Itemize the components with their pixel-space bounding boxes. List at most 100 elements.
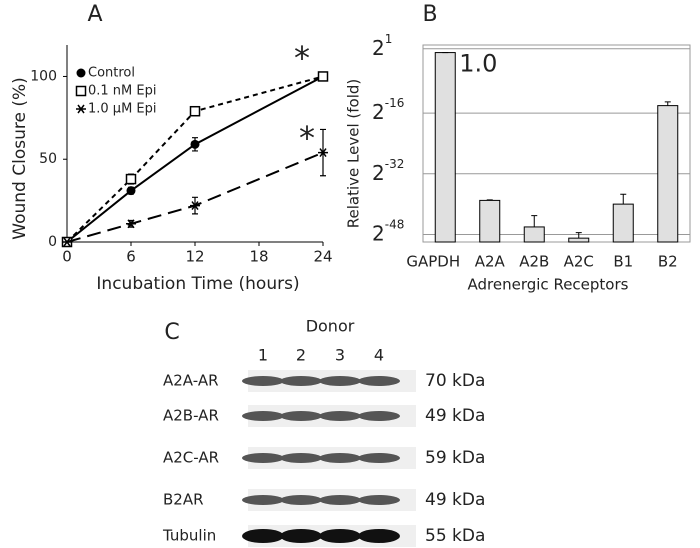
band (319, 529, 361, 543)
point (317, 71, 329, 82)
band (280, 376, 322, 386)
y-tick-label: 2-48 (372, 217, 404, 245)
bar (657, 105, 679, 243)
band (319, 495, 361, 505)
point (126, 219, 136, 229)
y-tick-base: 2 (372, 160, 385, 184)
y-axis-label: Relative Level (fold) (345, 79, 363, 228)
band (280, 495, 322, 505)
legend-label: 1.0 µM Epi (88, 102, 157, 117)
x-tick-label: 12 (185, 248, 204, 266)
point (126, 186, 136, 196)
lane-label: 4 (374, 346, 384, 365)
band (358, 376, 400, 386)
legend-marker (76, 104, 86, 114)
y-tick-label: 100 (30, 68, 57, 84)
band (358, 453, 400, 463)
x-tick-label: A2C (564, 253, 594, 271)
y-tick-base: 2 (372, 221, 385, 245)
value-label: 1.0 (459, 50, 497, 78)
y-tick-label: 21 (372, 31, 392, 59)
band (280, 411, 322, 421)
x-tick-label: A2B (519, 253, 549, 271)
error-bar (575, 232, 582, 239)
point (125, 173, 137, 185)
bar (479, 199, 501, 243)
line (66, 75, 324, 243)
blot-title: Donor (306, 317, 355, 336)
x-axis-label: Adrenergic Receptors (468, 276, 629, 294)
band (242, 495, 284, 505)
band (242, 529, 284, 543)
band (358, 529, 400, 543)
point (189, 105, 201, 117)
x-tick-label: 18 (249, 248, 268, 266)
series (62, 128, 328, 247)
size-label: 55 kDa (425, 526, 485, 546)
lane-label: 2 (296, 346, 306, 365)
y-tick-label: 0 (48, 234, 57, 250)
band (319, 411, 361, 421)
band (280, 453, 322, 463)
band (319, 453, 361, 463)
band (242, 376, 284, 386)
x-tick-label: 24 (313, 248, 332, 266)
row-label: B2AR (163, 491, 204, 509)
x-tick-label: A2A (475, 253, 506, 271)
lane-label: 3 (335, 346, 345, 365)
annotation: * (299, 119, 315, 157)
row-label: A2C-AR (163, 449, 219, 467)
point (318, 148, 328, 158)
size-label: 59 kDa (425, 448, 485, 468)
y-tick-exponent: -48 (385, 217, 405, 231)
x-tick-label: B1 (613, 253, 633, 271)
plot-frame (422, 44, 691, 243)
line (66, 75, 324, 243)
x-tick-label: B2 (658, 253, 678, 271)
point (62, 237, 72, 247)
band (242, 411, 284, 421)
y-tick-exponent: -32 (385, 156, 405, 170)
error-bar (486, 199, 493, 201)
panel-label: C (164, 320, 179, 345)
size-label: 49 kDa (425, 406, 485, 426)
y-tick-label: 2-32 (372, 156, 404, 184)
bar (612, 203, 634, 243)
y-tick-label: 2-16 (372, 96, 404, 124)
band (319, 376, 361, 386)
annotation: * (294, 39, 310, 77)
legend-label: Control (88, 66, 135, 81)
point (190, 201, 200, 211)
y-tick-base: 2 (372, 100, 385, 124)
error-bar (620, 193, 627, 205)
y-tick-exponent: -16 (385, 96, 405, 110)
legend-marker (76, 68, 86, 78)
row-label: A2A-AR (163, 372, 219, 390)
x-tick-label: GAPDH (406, 253, 460, 271)
x-axis-label: Incubation Time (hours) (96, 274, 299, 294)
line (66, 151, 324, 243)
y-tick-base: 2 (372, 35, 385, 59)
band (358, 411, 400, 421)
band (242, 453, 284, 463)
row-label: A2B-AR (163, 407, 219, 425)
error-bar (664, 101, 671, 106)
y-axis-label: Wound Closure (%) (10, 77, 30, 239)
lane-label: 1 (258, 346, 268, 365)
panel-label: B (422, 2, 437, 27)
point (190, 139, 200, 149)
band (358, 495, 400, 505)
bar (523, 226, 545, 243)
x-tick-label: 6 (126, 248, 136, 266)
x-tick-label: 0 (62, 248, 72, 266)
y-tick-label: 50 (39, 151, 57, 167)
band (280, 529, 322, 543)
legend-label: 0.1 nM Epi (88, 84, 156, 99)
row-label: Tubulin (162, 527, 216, 545)
bar (568, 237, 590, 243)
bar (434, 52, 456, 243)
y-tick-exponent: 1 (385, 31, 393, 45)
legend-marker (75, 85, 87, 97)
size-label: 49 kDa (425, 490, 485, 510)
